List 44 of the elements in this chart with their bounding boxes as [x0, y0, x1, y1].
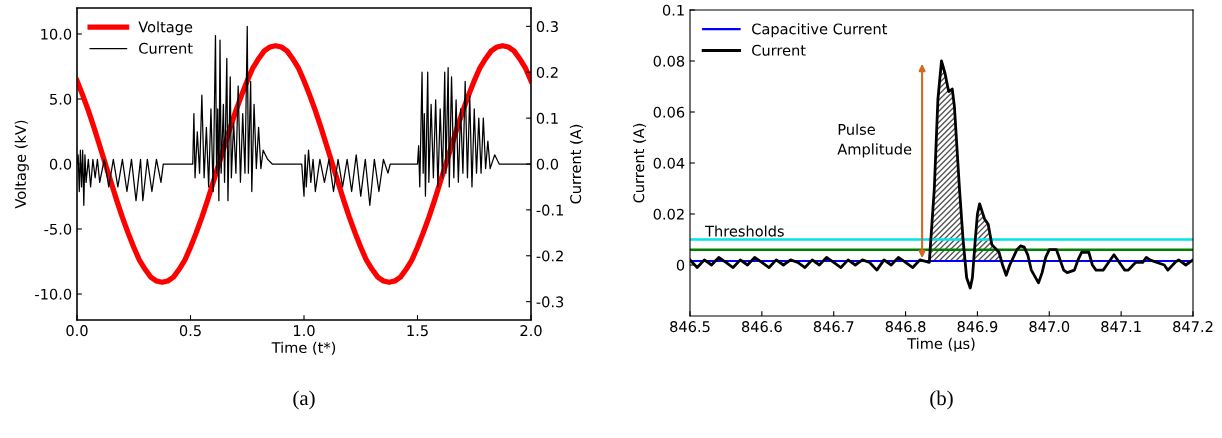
x-tick-label: 1.0 — [294, 325, 315, 337]
y-tick-label: 0.1 — [662, 4, 684, 16]
y-axis-title: Voltage (kV) — [14, 120, 29, 209]
y-tick-label: -5.0 — [44, 223, 72, 235]
x-axis-title: Time (μs) — [907, 337, 975, 352]
annotation: Pulse Amplitude — [837, 123, 912, 158]
y-axis-title: Current (A) — [633, 123, 646, 203]
y2-tick-label: -0.3 — [536, 296, 564, 308]
y-tick-label: 0.06 — [653, 106, 685, 118]
x-axis-title: Time (t*) — [271, 341, 336, 355]
y2-tick-label: 0.2 — [536, 66, 558, 78]
legend-label: Current — [752, 44, 806, 56]
text: (b) — [930, 390, 953, 410]
y-tick-label: 5.0 — [50, 93, 72, 105]
x-tick-label: 847.0 — [1029, 321, 1070, 333]
y-tick-label: -10.0 — [35, 288, 72, 300]
y-tick-label: 10.0 — [41, 28, 72, 40]
x-tick-label: 846.8 — [885, 321, 926, 333]
y2-tick-label: 0.3 — [536, 21, 558, 33]
y-tick-label: 0 — [676, 259, 685, 271]
y-tick-label: 0.02 — [653, 208, 684, 220]
legend-label: Current — [139, 42, 193, 54]
x-tick-label: 2.0 — [520, 325, 542, 337]
legend-label: Capacitive Current — [752, 23, 888, 38]
x-tick-label: 846.7 — [813, 321, 854, 333]
y-tick-label: 0.08 — [653, 55, 685, 67]
y2-tick-label: -0.1 — [536, 204, 563, 216]
x-tick-label: 0.5 — [179, 325, 201, 337]
y2-tick-label: 0.0 — [536, 158, 559, 170]
x-tick-label: 846.6 — [741, 321, 782, 333]
text: (a) — [293, 390, 315, 410]
x-tick-label: 846.9 — [957, 321, 998, 333]
x-tick-label: 846.5 — [670, 321, 710, 333]
y2-tick-label: 0.1 — [536, 112, 558, 124]
y2-axis-title: Current (A) — [569, 124, 583, 204]
x-tick-label: 1.5 — [407, 325, 428, 337]
x-tick-label: 847.2 — [1173, 321, 1213, 333]
y-tick-label: 0.04 — [653, 157, 685, 169]
ref-line-label: Thresholds — [705, 225, 784, 237]
x-tick-label: 0.0 — [66, 325, 88, 337]
y2-tick-label: -0.2 — [536, 250, 563, 262]
legend-label: Voltage — [138, 21, 193, 36]
y-tick-label: 0.0 — [49, 158, 72, 170]
x-tick-label: 847.1 — [1101, 321, 1141, 333]
